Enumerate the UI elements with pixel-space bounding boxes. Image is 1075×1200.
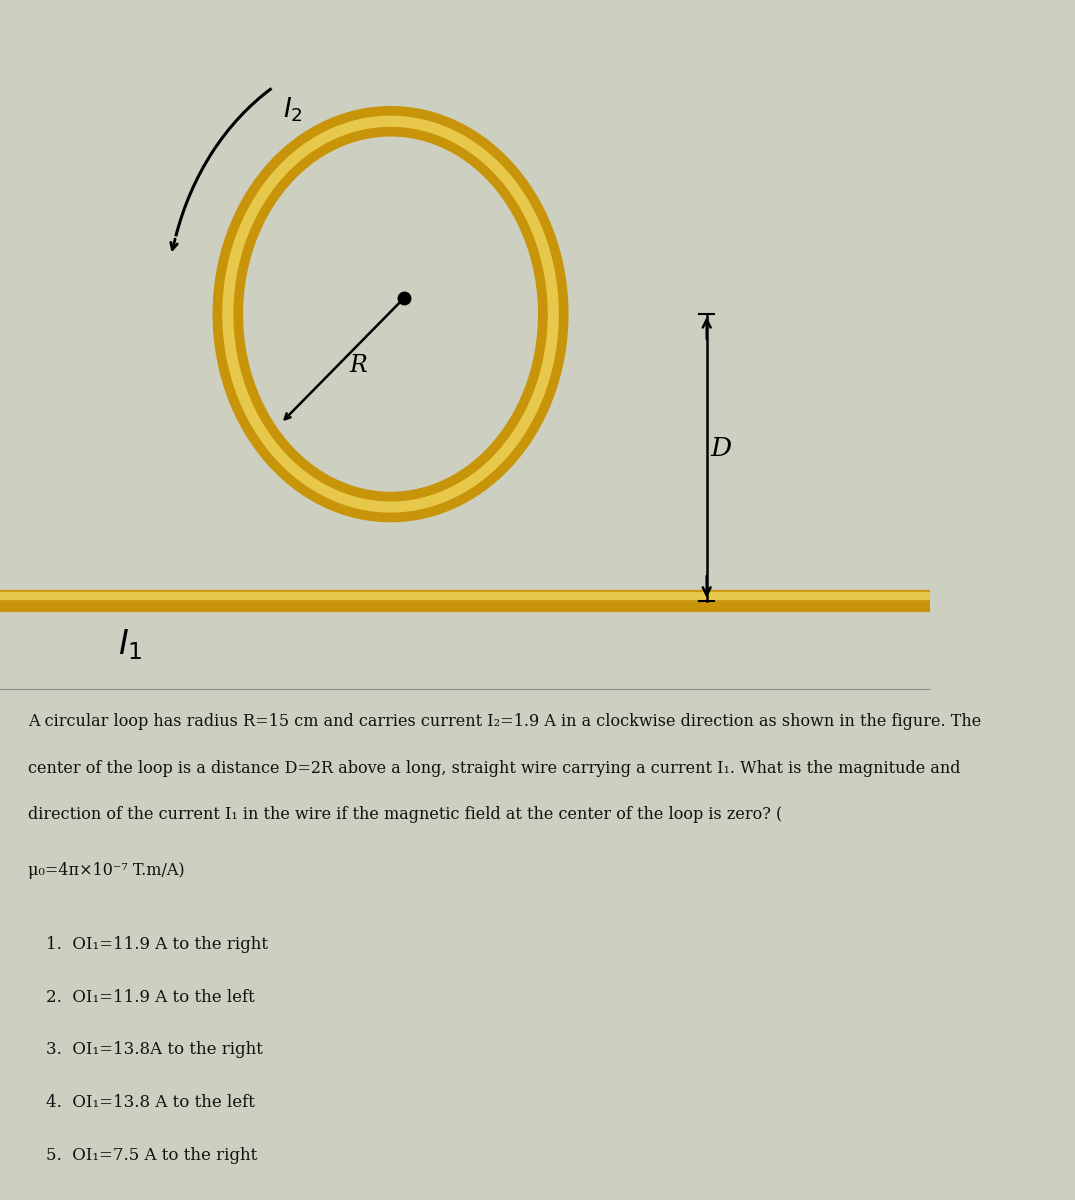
Text: D: D <box>711 436 731 461</box>
Text: 5.  OI₁=7.5 A to the right: 5. OI₁=7.5 A to the right <box>46 1147 258 1164</box>
Text: 1.  OI₁=11.9 A to the right: 1. OI₁=11.9 A to the right <box>46 936 269 953</box>
Text: μ₀=4π×10⁻⁷ T.m/A): μ₀=4π×10⁻⁷ T.m/A) <box>28 862 185 878</box>
Text: 4.  OI₁=13.8 A to the left: 4. OI₁=13.8 A to the left <box>46 1094 256 1111</box>
Text: center of the loop is a distance D=2R above a long, straight wire carrying a cur: center of the loop is a distance D=2R ab… <box>28 760 960 776</box>
Text: 3.  OI₁=13.8A to the right: 3. OI₁=13.8A to the right <box>46 1042 263 1058</box>
Text: A circular loop has radius R=15 cm and carries current I₂=1.9 A in a clockwise d: A circular loop has radius R=15 cm and c… <box>28 714 981 731</box>
Text: R: R <box>349 354 367 378</box>
Text: direction of the current I₁ in the wire if the magnetic field at the center of t: direction of the current I₁ in the wire … <box>28 806 783 823</box>
Text: $I_2$: $I_2$ <box>283 96 303 125</box>
Text: $I_1$: $I_1$ <box>118 628 143 662</box>
Text: 2.  OI₁=11.9 A to the left: 2. OI₁=11.9 A to the left <box>46 989 255 1006</box>
